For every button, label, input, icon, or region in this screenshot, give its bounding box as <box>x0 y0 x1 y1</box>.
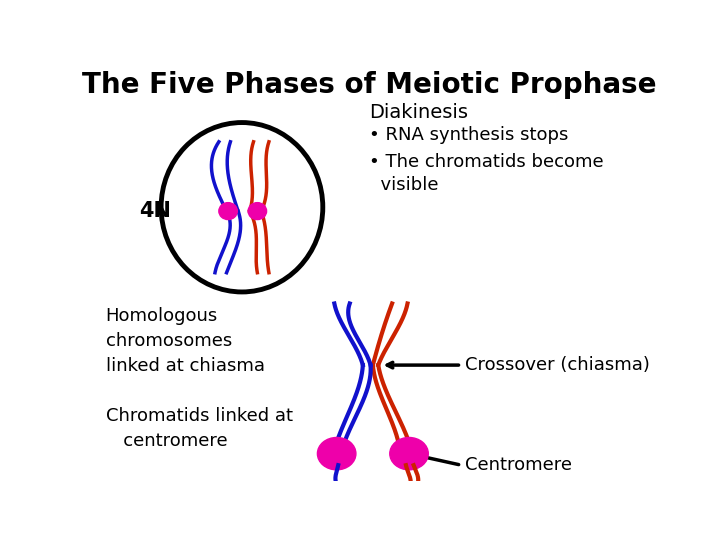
Text: Chromatids linked at
   centromere: Chromatids linked at centromere <box>106 408 292 450</box>
Ellipse shape <box>318 437 356 470</box>
Text: Crossover (chiasma): Crossover (chiasma) <box>465 356 650 374</box>
Text: • The chromatids become
  visible: • The chromatids become visible <box>369 153 603 193</box>
Text: The Five Phases of Meiotic Prophase: The Five Phases of Meiotic Prophase <box>82 71 656 99</box>
Ellipse shape <box>219 202 238 220</box>
Ellipse shape <box>248 202 266 220</box>
Text: • RNA synthesis stops: • RNA synthesis stops <box>369 126 568 144</box>
Text: 4N: 4N <box>140 201 171 221</box>
Ellipse shape <box>390 437 428 470</box>
Text: Homologous
chromosomes
linked at chiasma: Homologous chromosomes linked at chiasma <box>106 307 265 375</box>
Text: Centromere: Centromere <box>465 456 572 474</box>
Text: Diakinesis: Diakinesis <box>369 103 468 122</box>
